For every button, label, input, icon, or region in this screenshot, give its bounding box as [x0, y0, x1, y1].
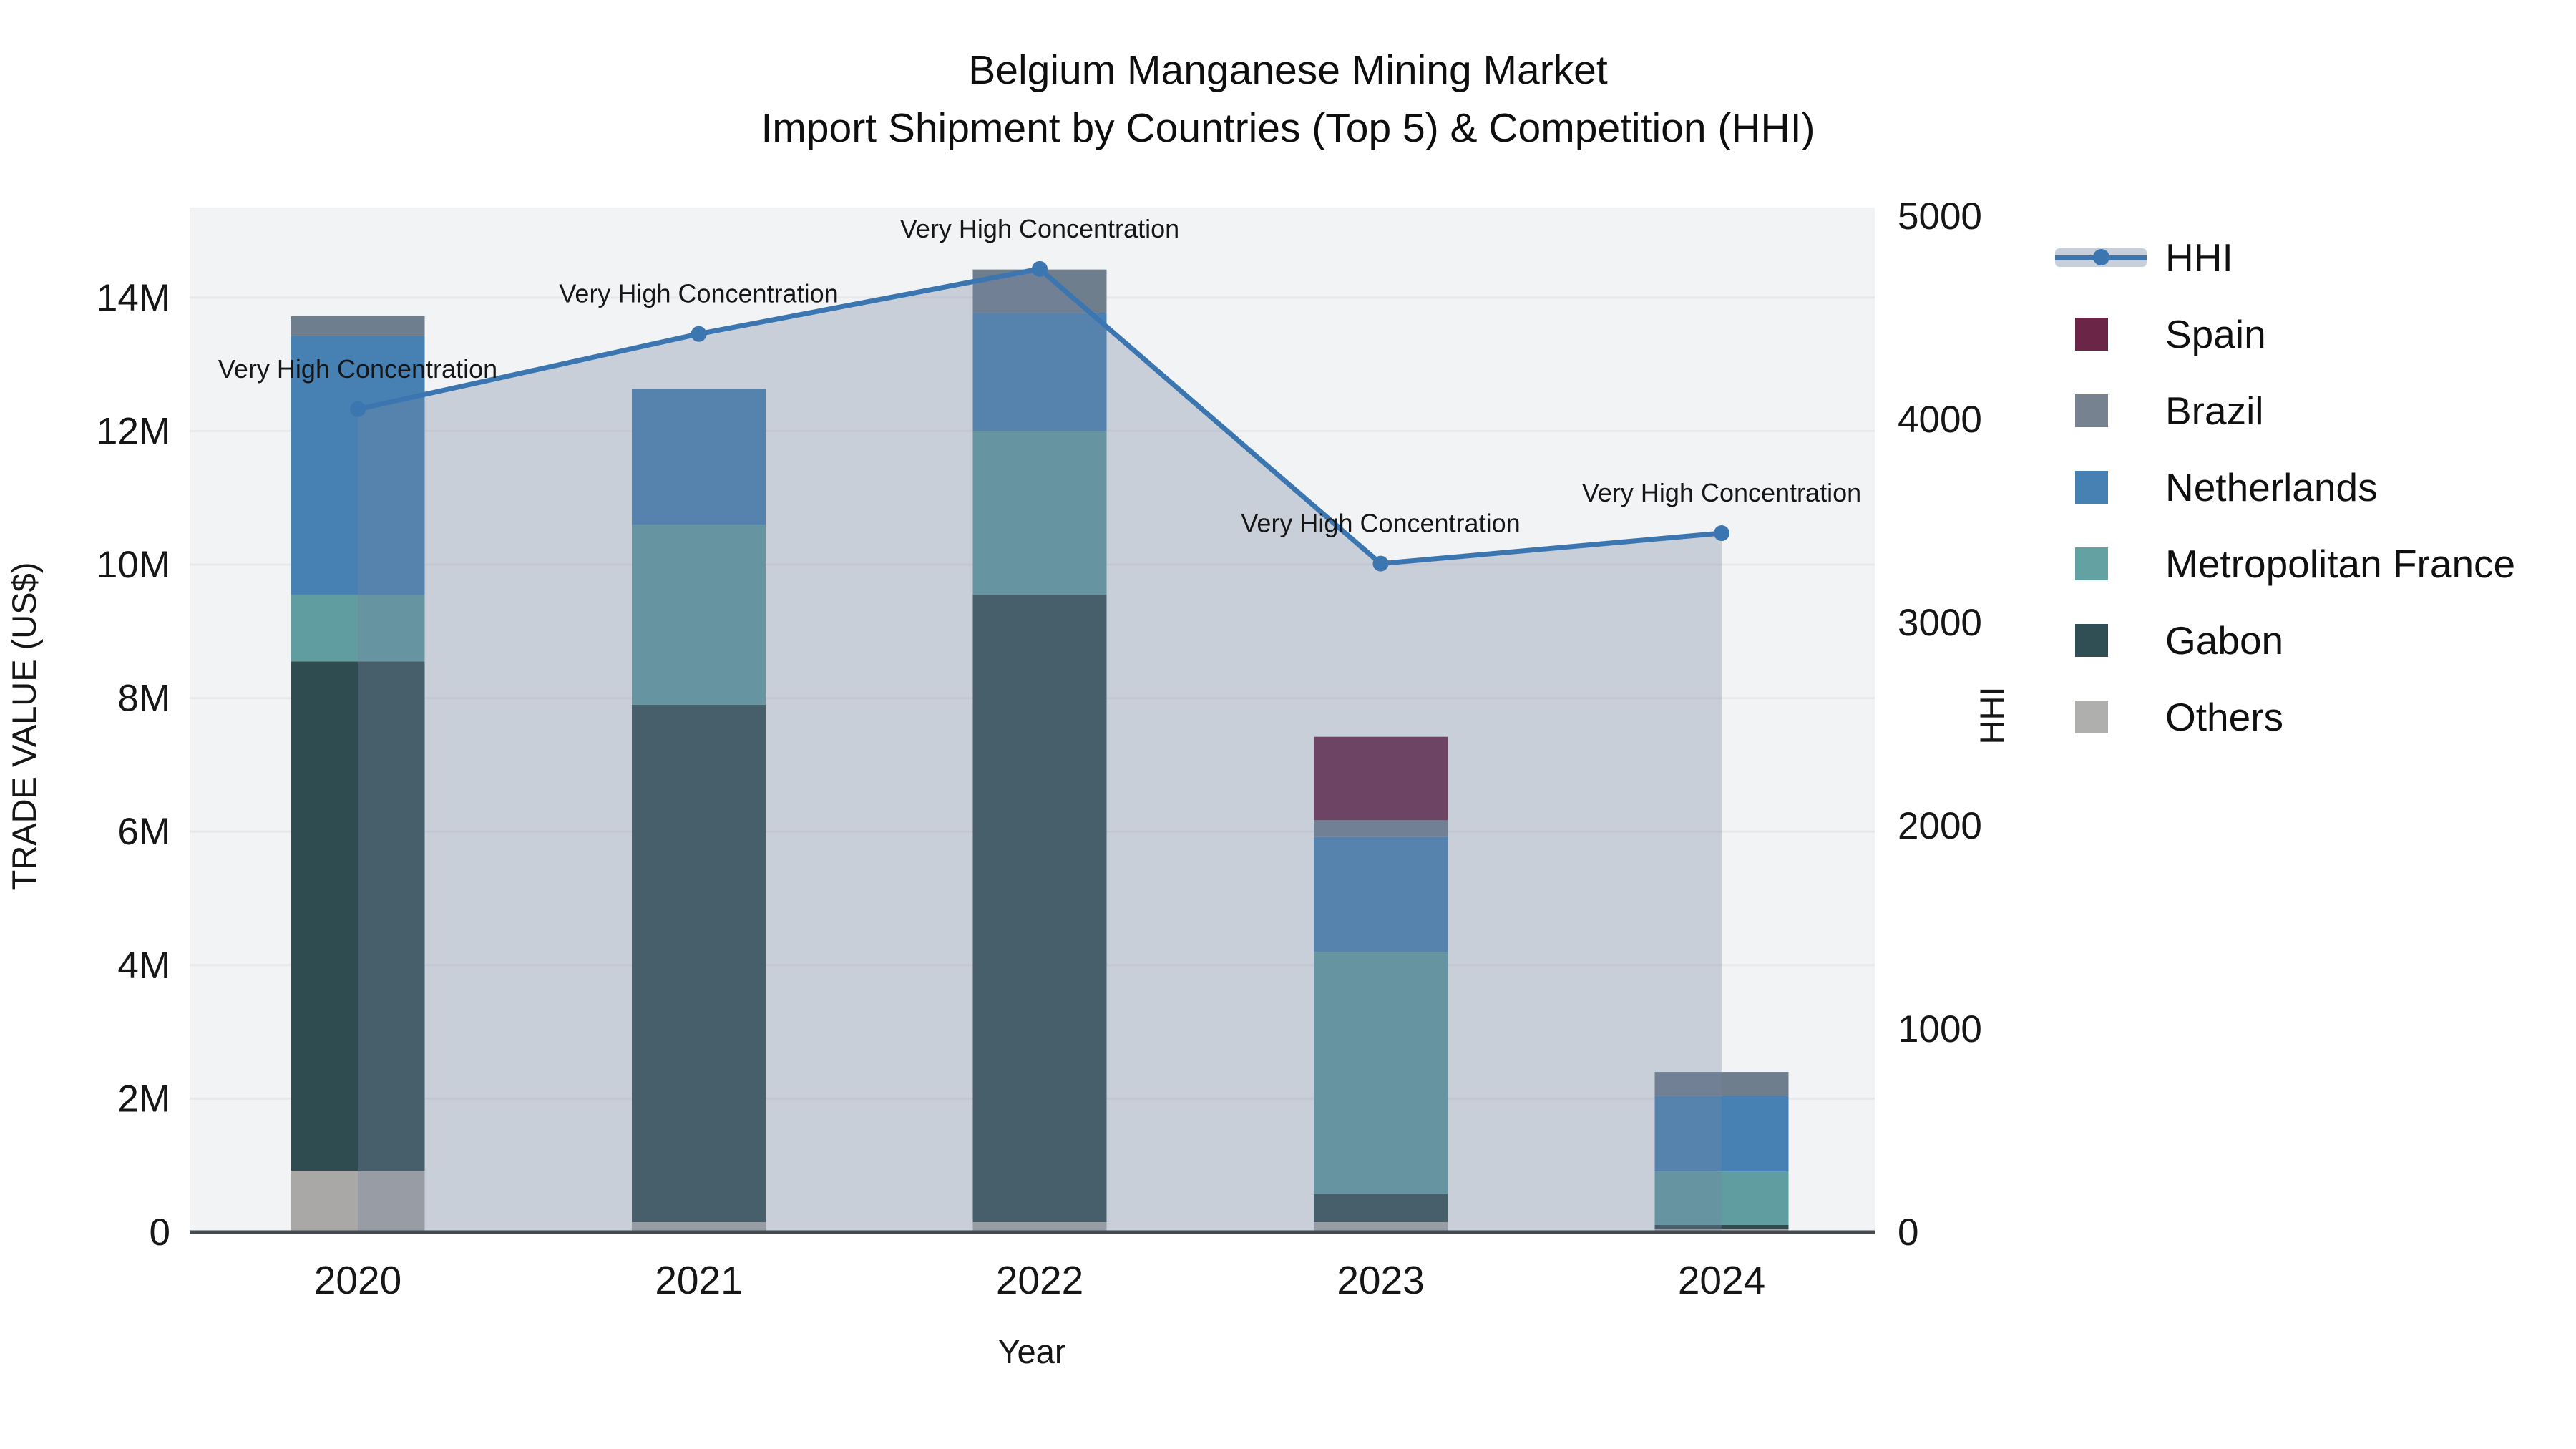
bar-segment-gabon-2023 [1314, 1194, 1448, 1223]
legend-swatch-icon [2055, 394, 2150, 427]
x-tick-2022: 2022 [996, 1258, 1083, 1302]
hhi-marker-2021 [691, 326, 707, 342]
hhi-marker-swatch [2093, 249, 2109, 265]
x-tick-2024: 2024 [1678, 1258, 1765, 1302]
bar-segment-brazil-2020 [291, 316, 425, 336]
legend-item-spain[interactable]: Spain [2055, 311, 2515, 357]
y-left-tick-2M: 2M [117, 1078, 170, 1120]
y-axis-right-title: HHI [1973, 687, 2011, 745]
annotation-2020: Very High Concentration [218, 354, 497, 384]
x-tick-2023: 2023 [1337, 1258, 1424, 1302]
chart-title: Belgium Manganese Mining Market Import S… [0, 42, 2576, 157]
legend-label: Others [2165, 695, 2284, 739]
bar-segment-gabon-2024 [1654, 1224, 1789, 1229]
hhi-line-icon [2055, 248, 2150, 267]
annotation-2022: Very High Concentration [900, 214, 1179, 243]
legend-item-metropolitan-france[interactable]: Metropolitan France [2055, 541, 2515, 587]
legend-label: Spain [2165, 312, 2266, 356]
bar-segment-gabon-2021 [632, 704, 766, 1223]
bar-segment-brazil-2024 [1654, 1072, 1789, 1096]
bar-segment-others-2021 [632, 1222, 766, 1232]
legend-label: Metropolitan France [2165, 542, 2516, 586]
legend-color-swatch [2075, 624, 2108, 657]
legend-swatch-icon [2055, 318, 2150, 351]
legend-item-others[interactable]: Others [2055, 694, 2515, 740]
bar-segment-others-2020 [291, 1171, 425, 1232]
y-right-tick-3000: 3000 [1898, 602, 1982, 644]
legend-label: Netherlands [2165, 465, 2378, 509]
hhi-marker-2020 [350, 401, 366, 417]
annotation-2023: Very High Concentration [1241, 509, 1520, 538]
bar-segment-netherlands-2020 [291, 336, 425, 595]
bar-segment-gabon-2022 [972, 594, 1107, 1223]
legend-label: Brazil [2165, 389, 2264, 433]
y-left-tick-14M: 14M [97, 277, 170, 319]
y-left-tick-10M: 10M [97, 544, 170, 586]
legend-swatch-icon [2055, 701, 2150, 733]
x-axis-title: Year [998, 1332, 1066, 1370]
y-axis-left-title: TRADE VALUE (US$) [5, 562, 43, 891]
legend-swatch-icon [2055, 624, 2150, 657]
bar-segment-metropolitan-france-2022 [972, 431, 1107, 595]
y-left-tick-4M: 4M [117, 945, 170, 987]
hhi-marker-2023 [1372, 555, 1389, 572]
hhi-area-swatch [2055, 248, 2147, 267]
legend-item-hhi[interactable]: HHI [2055, 235, 2515, 280]
bar-segment-gabon-2020 [291, 661, 425, 1171]
y-left-tick-6M: 6M [117, 811, 170, 853]
hhi-marker-2024 [1714, 525, 1729, 542]
y-left-tick-12M: 12M [97, 410, 170, 452]
chart-title-line1: Belgium Manganese Mining Market [968, 47, 1608, 93]
bar-segment-netherlands-2024 [1654, 1096, 1789, 1172]
legend-item-brazil[interactable]: Brazil [2055, 388, 2515, 434]
chart-title-line2: Import Shipment by Countries (Top 5) & C… [761, 104, 1815, 151]
bar-segment-others-2023 [1314, 1222, 1448, 1232]
bar-segment-netherlands-2023 [1314, 836, 1448, 952]
y-left-tick-0: 0 [150, 1211, 170, 1254]
legend: HHI Spain Brazil Netherlands Metropolitan Fr… [2055, 235, 2515, 740]
bar-segment-metropolitan-france-2021 [632, 525, 766, 705]
legend-label: Gabon [2165, 618, 2284, 663]
bar-segment-netherlands-2022 [972, 313, 1107, 431]
legend-item-netherlands[interactable]: Netherlands [2055, 464, 2515, 510]
x-tick-2020: 2020 [314, 1258, 401, 1302]
bar-segment-others-2022 [972, 1222, 1107, 1232]
legend-swatch-icon [2055, 471, 2150, 504]
annotation-2021: Very High Concentration [559, 279, 838, 308]
legend-item-gabon[interactable]: Gabon [2055, 618, 2515, 663]
bar-segment-brazil-2023 [1314, 820, 1448, 837]
y-right-tick-2000: 2000 [1898, 805, 1982, 847]
y-right-tick-1000: 1000 [1898, 1008, 1982, 1050]
hhi-area-fill [358, 268, 1722, 1233]
legend-color-swatch [2075, 394, 2108, 427]
legend-color-swatch [2075, 547, 2108, 580]
bar-segment-netherlands-2021 [632, 389, 766, 525]
hhi-marker-2022 [1032, 260, 1048, 277]
legend-color-swatch [2075, 701, 2108, 733]
bar-segment-metropolitan-france-2023 [1314, 952, 1448, 1194]
bar-segment-metropolitan-france-2024 [1654, 1171, 1789, 1225]
y-right-tick-5000: 5000 [1898, 195, 1982, 238]
y-right-tick-4000: 4000 [1898, 399, 1982, 441]
legend-swatch-icon [2055, 547, 2150, 580]
legend-color-swatch [2075, 318, 2108, 351]
x-tick-2021: 2021 [655, 1258, 742, 1302]
legend-color-swatch [2075, 471, 2108, 504]
annotation-2024: Very High Concentration [1582, 478, 1861, 507]
legend-label: HHI [2165, 235, 2233, 280]
y-left-tick-8M: 8M [117, 678, 170, 720]
bar-segment-spain-2023 [1314, 736, 1448, 821]
y-right-tick-0: 0 [1898, 1211, 1918, 1254]
bar-segment-metropolitan-france-2020 [291, 594, 425, 662]
